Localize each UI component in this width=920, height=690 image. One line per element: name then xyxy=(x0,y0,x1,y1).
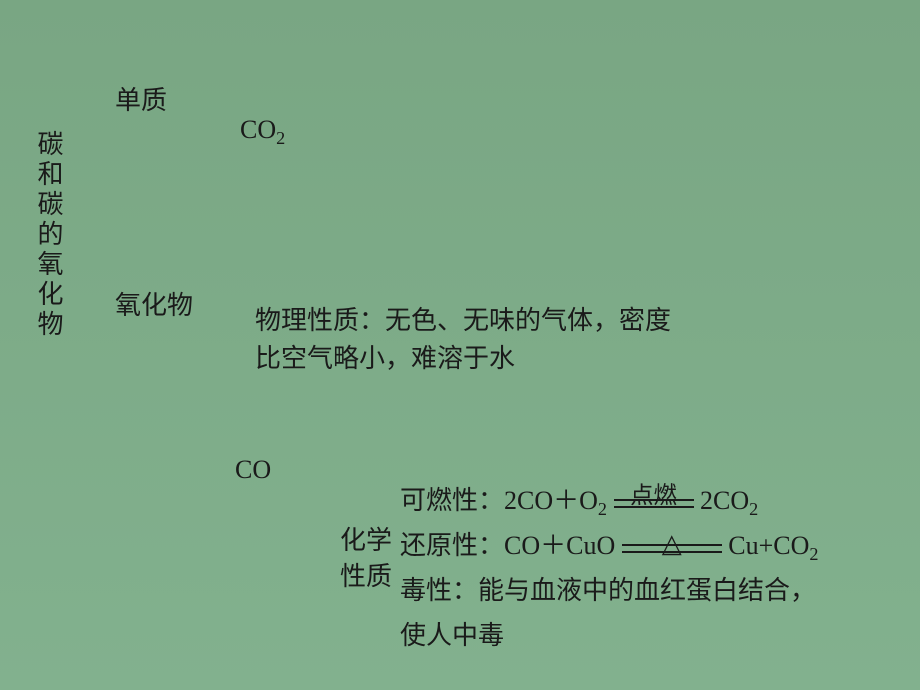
chem-label-line2: 性质 xyxy=(340,556,392,593)
chem-label-line1: 化学 xyxy=(340,520,392,557)
root-label: 碳和碳的氧化物 xyxy=(30,130,67,340)
co-label: CO xyxy=(235,455,271,485)
chem-toxicity-line1: 毒性：能与血液中的血红蛋白结合， xyxy=(400,570,816,607)
diagram-content: 碳和碳的氧化物 单质 氧化物 CO2 CO 物理性质：无色、无味的气体，密度 比… xyxy=(0,0,920,690)
chem-combustibility: 可燃性：2CO＋O2 点燃 2CO2 xyxy=(400,480,758,520)
chem-reducibility: 还原性：CO＋CuO △ Cu+CO2 xyxy=(400,525,818,565)
physical-prop-line1: 物理性质：无色、无味的气体，密度 xyxy=(255,300,671,337)
branch-oxide: 氧化物 xyxy=(115,285,193,322)
chem-toxicity-line2: 使人中毒 xyxy=(400,615,504,652)
branch-element: 单质 xyxy=(115,80,167,117)
co2-label: CO2 xyxy=(240,115,285,149)
physical-prop-line2: 比空气略小，难溶于水 xyxy=(255,338,515,375)
